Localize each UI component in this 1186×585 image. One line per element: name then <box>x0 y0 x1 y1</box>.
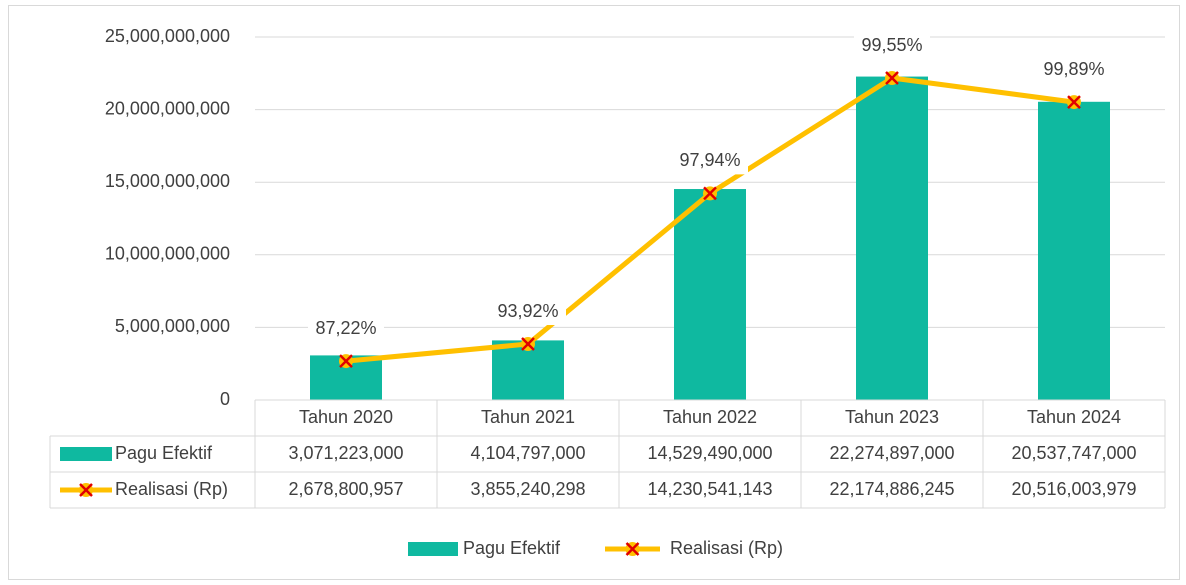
legend-label: Pagu Efektif <box>463 538 561 558</box>
x-tick-label: Tahun 2023 <box>845 407 939 427</box>
y-tick-label: 10,000,000,000 <box>105 244 230 264</box>
marker <box>885 71 899 85</box>
marker <box>1067 95 1081 109</box>
annotation: 99,89% <box>1043 59 1104 79</box>
annotation-bg <box>672 148 748 175</box>
marker <box>703 186 717 201</box>
table-legend-key <box>60 447 112 461</box>
bar <box>856 76 928 401</box>
y-tick-label: 20,000,000,000 <box>105 98 230 118</box>
annotation: 99,55% <box>861 35 922 55</box>
marker <box>339 354 353 368</box>
x-tick-label: Tahun 2020 <box>299 407 393 427</box>
y-tick-label: 5,000,000,000 <box>115 316 230 336</box>
table-cell: 20,516,003,979 <box>1011 479 1136 499</box>
x-tick-label: Tahun 2024 <box>1027 407 1121 427</box>
y-tick-label: 0 <box>220 389 230 409</box>
table-legend-key <box>79 483 93 497</box>
annotation-bg <box>854 33 930 60</box>
y-tick-label: 25,000,000,000 <box>105 26 230 46</box>
table-cell: 3,855,240,298 <box>470 479 585 499</box>
table-cell: 20,537,747,000 <box>1011 443 1136 463</box>
table-cell: 2,678,800,957 <box>288 479 403 499</box>
table-cell: 4,104,797,000 <box>470 443 585 463</box>
x-tick-label: Tahun 2022 <box>663 407 757 427</box>
bar <box>674 189 746 400</box>
table-cell: 14,230,541,143 <box>647 479 772 499</box>
table-row-label: Pagu Efektif <box>115 443 213 463</box>
annotation: 97,94% <box>679 150 740 170</box>
annotation-bg <box>308 316 384 343</box>
legend-key <box>625 542 640 556</box>
table-cell: 3,071,223,000 <box>288 443 403 463</box>
legend-label: Realisasi (Rp) <box>670 538 783 558</box>
bar <box>1038 101 1110 400</box>
annotation-bg <box>1036 57 1112 84</box>
legend-key <box>408 542 458 556</box>
x-tick-label: Tahun 2021 <box>481 407 575 427</box>
table-cell: 14,529,490,000 <box>647 443 772 463</box>
table-row-label: Realisasi (Rp) <box>115 479 228 499</box>
marker <box>521 337 535 351</box>
table-cell: 22,274,897,000 <box>829 443 954 463</box>
annotation-bg <box>490 299 566 326</box>
table-cell: 22,174,886,245 <box>829 479 954 499</box>
annotation: 87,22% <box>315 318 376 338</box>
y-tick-label: 15,000,000,000 <box>105 171 230 191</box>
annotation: 93,92% <box>497 301 558 321</box>
